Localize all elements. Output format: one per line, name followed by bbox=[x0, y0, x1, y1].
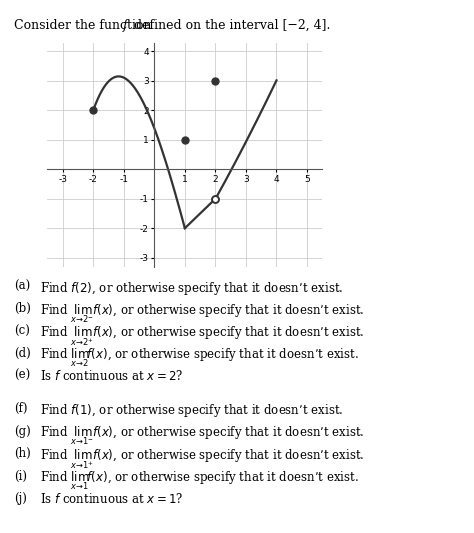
Text: Find $\lim_{x\to 2^+}\!f(x)$, or otherwise specify that it doesn’t exist.: Find $\lim_{x\to 2^+}\!f(x)$, or otherwi… bbox=[40, 325, 365, 348]
Text: (h): (h) bbox=[14, 447, 31, 460]
Text: (c): (c) bbox=[14, 325, 30, 337]
Text: Find $\lim_{x\to 2^-}\!f(x)$, or otherwise specify that it doesn’t exist.: Find $\lim_{x\to 2^-}\!f(x)$, or otherwi… bbox=[40, 302, 365, 325]
Text: (g): (g) bbox=[14, 425, 31, 438]
Text: (i): (i) bbox=[14, 470, 27, 482]
Text: Find $\lim_{x\to 2}\!f(x)$, or otherwise specify that it doesn’t exist.: Find $\lim_{x\to 2}\!f(x)$, or otherwise… bbox=[40, 347, 359, 369]
Text: defined on the interval [−2, 4].: defined on the interval [−2, 4]. bbox=[130, 19, 331, 31]
Text: (d): (d) bbox=[14, 347, 31, 360]
Text: Find $\lim_{x\to 1^+}\!f(x)$, or otherwise specify that it doesn’t exist.: Find $\lim_{x\to 1^+}\!f(x)$, or otherwi… bbox=[40, 447, 365, 471]
Text: (a): (a) bbox=[14, 280, 30, 293]
Text: Find $\lim_{x\to 1^-}\!f(x)$, or otherwise specify that it doesn’t exist.: Find $\lim_{x\to 1^-}\!f(x)$, or otherwi… bbox=[40, 425, 365, 447]
Text: (f): (f) bbox=[14, 402, 27, 415]
Text: (j): (j) bbox=[14, 492, 27, 505]
Text: Find $f(2)$, or otherwise specify that it doesn’t exist.: Find $f(2)$, or otherwise specify that i… bbox=[40, 280, 344, 297]
Text: Consider the function: Consider the function bbox=[14, 19, 156, 31]
Text: (e): (e) bbox=[14, 369, 30, 382]
Text: Is $f$ continuous at $x = 2$?: Is $f$ continuous at $x = 2$? bbox=[40, 369, 184, 383]
Text: Find $\lim_{x\to 1}\!f(x)$, or otherwise specify that it doesn’t exist.: Find $\lim_{x\to 1}\!f(x)$, or otherwise… bbox=[40, 470, 359, 492]
Text: f: f bbox=[122, 19, 127, 31]
Text: Find $f(1)$, or otherwise specify that it doesn’t exist.: Find $f(1)$, or otherwise specify that i… bbox=[40, 402, 344, 419]
Text: (b): (b) bbox=[14, 302, 31, 315]
Text: Is $f$ continuous at $x = 1$?: Is $f$ continuous at $x = 1$? bbox=[40, 492, 184, 506]
